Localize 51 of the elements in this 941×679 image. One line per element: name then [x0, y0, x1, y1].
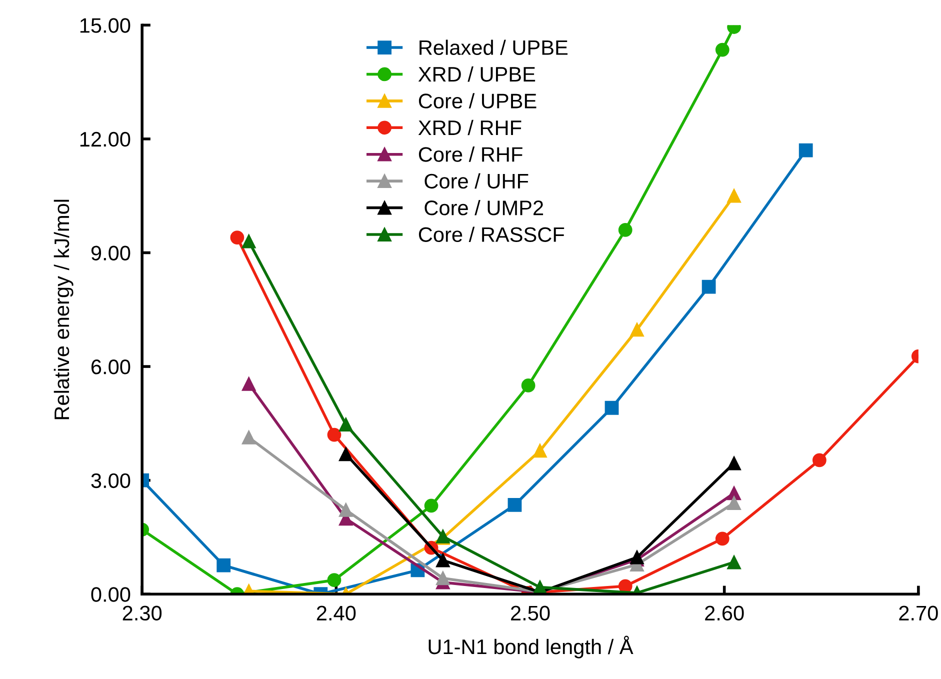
- point: [618, 223, 632, 237]
- point: [338, 447, 353, 462]
- y-tick-label: 15.00: [80, 18, 130, 33]
- legend-label: Core / RHF: [418, 146, 522, 162]
- x-axis-title: U1-N1 bond length / Å: [428, 636, 634, 658]
- point: [727, 456, 741, 470]
- point: [242, 234, 256, 248]
- point: [715, 532, 730, 546]
- legend-label: XRD / UPBE: [418, 66, 536, 82]
- y-tick-label: 12.00: [80, 132, 130, 147]
- y-tick-label: 3.00: [91, 473, 130, 488]
- point: [533, 444, 547, 458]
- point: [618, 579, 632, 594]
- point: [521, 378, 536, 392]
- point: [727, 496, 741, 510]
- point: [727, 188, 741, 203]
- x-tick-label: 2.60: [705, 606, 744, 621]
- point: [338, 502, 353, 517]
- point: [327, 573, 342, 588]
- point: [604, 400, 619, 415]
- legend-label: Relaxed / UPBE: [420, 40, 568, 56]
- point: [327, 428, 342, 442]
- y-tick-label: 6.00: [91, 360, 130, 374]
- point: [812, 453, 826, 468]
- x-tick-label: 2.40: [316, 606, 356, 621]
- x-tick-label: 2.50: [511, 606, 550, 621]
- point: [727, 555, 741, 570]
- point: [630, 322, 644, 337]
- point: [508, 498, 522, 512]
- point: [702, 280, 716, 294]
- y-axis-title: Relative energy / kJ/mol: [54, 200, 74, 420]
- point: [216, 558, 231, 572]
- y-tick-label: 9.00: [91, 246, 130, 260]
- point: [424, 498, 438, 513]
- point: [242, 377, 256, 391]
- point: [338, 418, 353, 432]
- point: [630, 550, 644, 564]
- point: [230, 230, 244, 244]
- legend-label: Core / UMP2: [424, 200, 544, 216]
- x-tick-label: 2.30: [122, 606, 162, 621]
- legend-label: XRD / RHF: [418, 120, 522, 136]
- point: [242, 430, 256, 444]
- legend-label: Core / UHF: [424, 173, 528, 189]
- y-tick-label: 0.00: [91, 587, 130, 602]
- point: [798, 143, 813, 158]
- legend-label: Core / RASSCF: [418, 226, 564, 242]
- point: [715, 42, 730, 57]
- x-tick-label: 2.70: [899, 606, 938, 621]
- point: [436, 553, 450, 568]
- legend-label: Core / UPBE: [418, 93, 536, 108]
- point: [436, 571, 450, 586]
